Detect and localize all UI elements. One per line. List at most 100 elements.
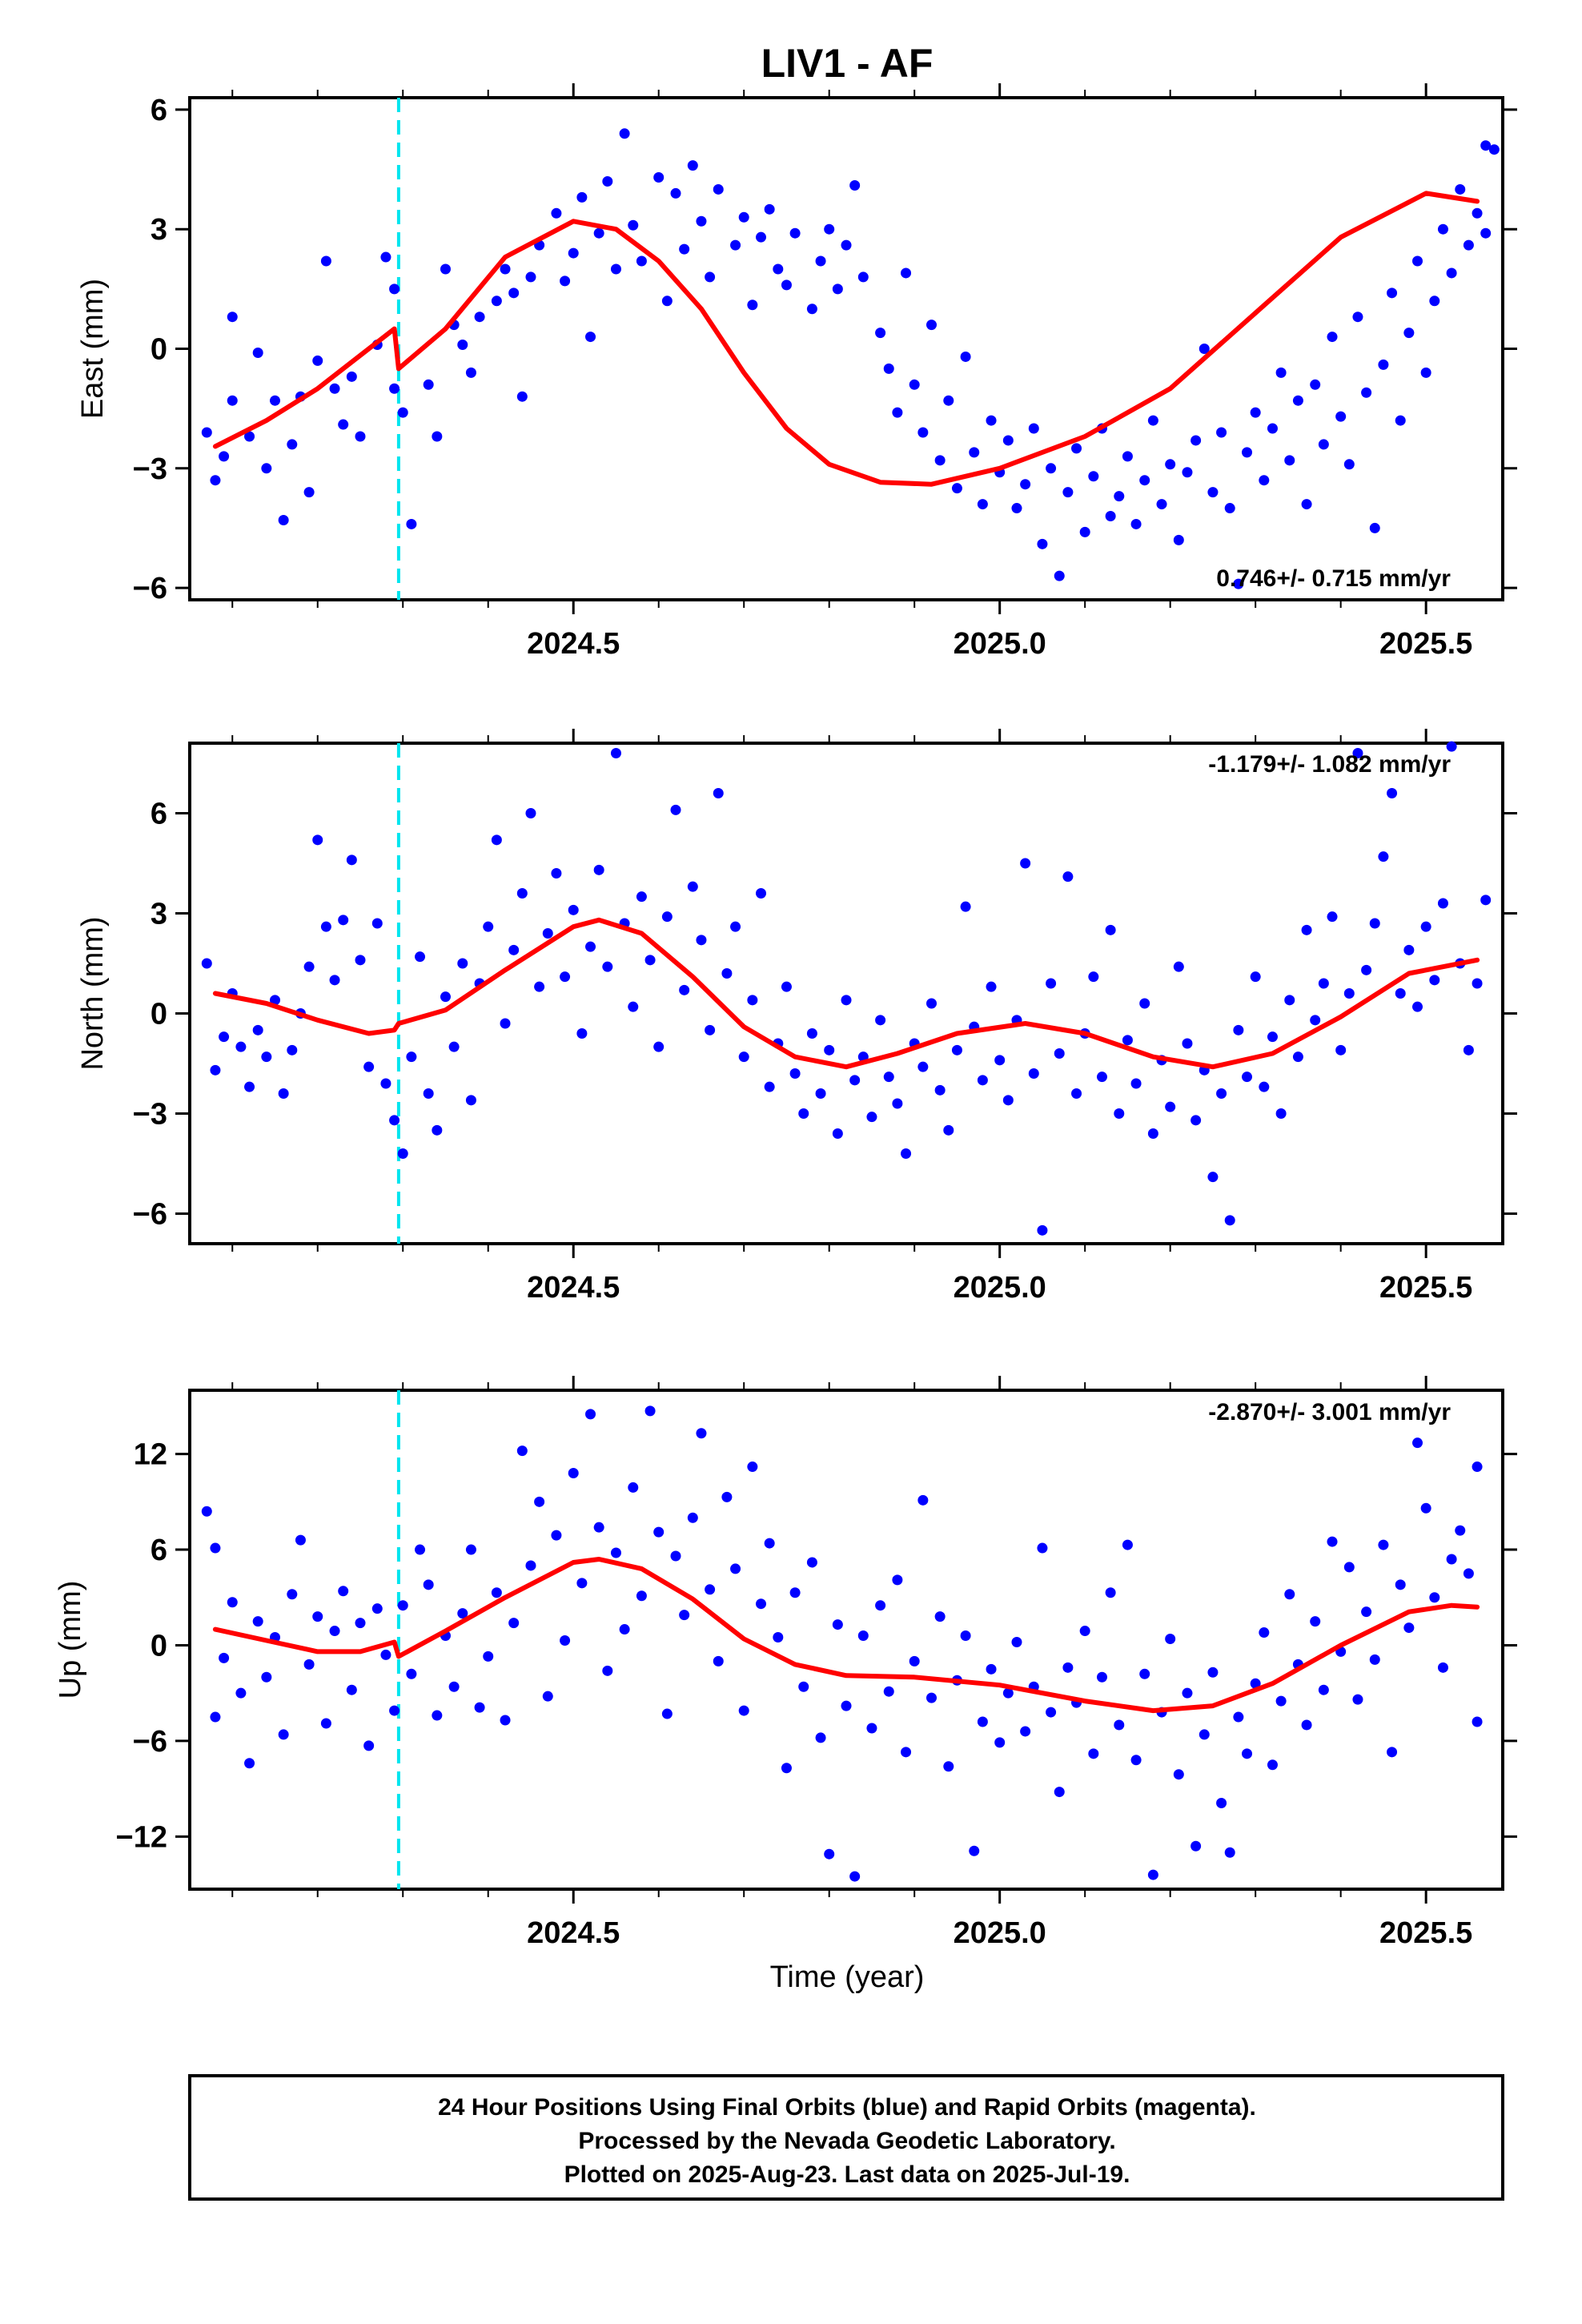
data-point	[610, 748, 621, 758]
data-point	[1343, 1562, 1355, 1573]
data-point	[1242, 1072, 1253, 1083]
data-point	[756, 1598, 767, 1610]
data-point	[227, 1597, 238, 1608]
data-point	[1046, 1707, 1057, 1718]
data-point	[628, 1001, 639, 1012]
x-tick-label: 2025.5	[1379, 1271, 1472, 1305]
data-point	[380, 1649, 391, 1660]
data-point	[1139, 998, 1150, 1009]
data-point	[585, 332, 596, 343]
data-point	[244, 1758, 255, 1769]
data-point	[857, 1630, 869, 1642]
data-point	[397, 407, 408, 418]
data-point	[380, 1078, 391, 1089]
data-point	[705, 271, 716, 283]
data-point	[312, 355, 323, 366]
data-point	[1105, 924, 1116, 935]
data-point	[1046, 978, 1057, 989]
data-point	[1267, 1031, 1278, 1043]
data-point	[483, 921, 494, 932]
panel-north-ticks	[175, 729, 1517, 1258]
data-point	[977, 499, 988, 510]
footer-line-1: 24 Hour Positions Using Final Orbits (bl…	[438, 2094, 1256, 2121]
panel-north-labels: 2024.5 2025.0 2025.5 −6 −3 0 3 6	[133, 798, 1473, 1305]
footer-box: 24 Hour Positions Using Final Orbits (bl…	[188, 2074, 1504, 2201]
data-point	[500, 1715, 511, 1726]
data-point	[644, 1405, 656, 1417]
data-point	[244, 1081, 255, 1092]
data-point	[1420, 367, 1431, 378]
y-tick-label: −6	[133, 1198, 167, 1232]
data-point	[661, 296, 673, 307]
data-point	[219, 1652, 230, 1663]
data-point	[1455, 1525, 1466, 1536]
data-point	[585, 941, 596, 952]
data-point	[747, 1462, 758, 1473]
data-point	[969, 1845, 980, 1856]
data-point	[730, 921, 741, 932]
data-point	[875, 1015, 886, 1026]
data-point	[1361, 387, 1372, 398]
data-point	[568, 904, 579, 915]
data-point	[235, 1041, 247, 1052]
data-point	[252, 1024, 263, 1035]
data-point	[508, 1618, 520, 1629]
data-point	[951, 483, 962, 494]
data-point	[1284, 995, 1295, 1006]
data-point	[261, 1671, 272, 1683]
data-point	[261, 463, 272, 474]
data-point	[1463, 239, 1474, 251]
data-point	[525, 1560, 536, 1571]
data-point	[1199, 344, 1210, 354]
data-point	[568, 247, 579, 259]
data-point	[423, 1088, 434, 1099]
data-point	[670, 804, 681, 815]
data-point	[457, 958, 468, 969]
data-point	[875, 1600, 886, 1611]
data-point	[738, 1705, 749, 1716]
data-point	[1020, 479, 1031, 490]
data-point	[1327, 1536, 1338, 1547]
x-tick-label: 2024.5	[527, 627, 620, 661]
data-point	[1037, 1224, 1048, 1236]
data-point	[653, 1041, 665, 1052]
y-tick-label: −3	[133, 452, 167, 486]
data-point	[1292, 395, 1303, 406]
data-point	[465, 1544, 476, 1555]
panel-east-points	[201, 128, 1500, 589]
data-point	[781, 279, 792, 291]
data-point	[252, 1616, 263, 1627]
data-point	[355, 431, 366, 442]
panel-north: 2024.5 2025.0 2025.5 −6 −3 0 3 6 North (mm) -1.…	[76, 729, 1517, 1305]
data-point	[602, 1665, 613, 1676]
data-point	[901, 267, 912, 279]
data-point	[551, 868, 562, 879]
data-point	[1147, 1869, 1158, 1880]
data-point	[1455, 183, 1466, 195]
data-point	[798, 1108, 809, 1119]
data-point	[516, 1445, 528, 1457]
data-point	[1207, 487, 1219, 498]
data-point	[875, 328, 886, 339]
data-point	[1378, 359, 1389, 370]
data-point	[1310, 1616, 1321, 1627]
panel-up-frame	[188, 1389, 1504, 1891]
data-point	[1165, 459, 1176, 470]
data-point	[857, 271, 869, 283]
data-point	[705, 1584, 716, 1595]
data-point	[1318, 1684, 1329, 1695]
data-point	[815, 1088, 826, 1099]
data-point	[1207, 1172, 1219, 1183]
data-point	[1429, 296, 1440, 307]
data-point	[892, 407, 903, 418]
data-point	[448, 1041, 460, 1052]
data-point	[1437, 1662, 1448, 1673]
data-point	[815, 255, 826, 267]
y-tick-label: 0	[151, 333, 167, 367]
data-point	[824, 1044, 835, 1055]
data-point	[1020, 1726, 1031, 1737]
data-point	[397, 1600, 408, 1611]
data-point	[380, 251, 391, 263]
data-point	[491, 834, 502, 846]
data-point	[909, 379, 920, 390]
